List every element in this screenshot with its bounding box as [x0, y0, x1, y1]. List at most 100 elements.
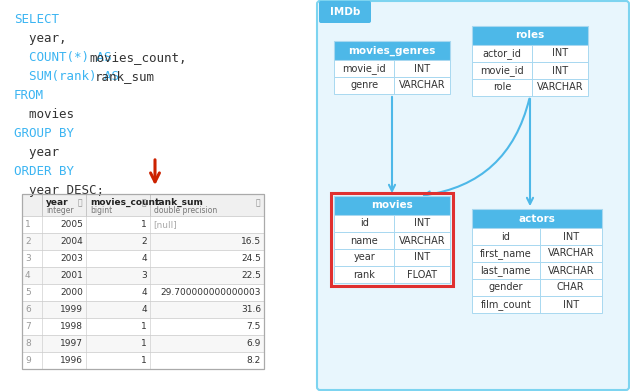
Text: movies: movies [14, 108, 74, 121]
FancyBboxPatch shape [319, 1, 371, 23]
Text: year: year [46, 198, 69, 207]
Text: film_count: film_count [480, 299, 531, 310]
Text: 7: 7 [25, 322, 31, 331]
Text: VARCHAR: VARCHAR [547, 249, 594, 258]
Text: double precision: double precision [154, 206, 217, 215]
Text: VARCHAR: VARCHAR [399, 235, 445, 246]
Bar [22, 318, 264, 335]
Bar [472, 45, 588, 62]
Bar [472, 262, 602, 279]
Bar [334, 77, 450, 94]
Text: INT: INT [414, 253, 430, 262]
Text: 1998: 1998 [60, 322, 83, 331]
Text: rank_sum: rank_sum [95, 70, 155, 83]
Text: year DESC;: year DESC; [14, 184, 104, 197]
Bar [472, 279, 602, 296]
Text: VARCHAR: VARCHAR [547, 265, 594, 276]
Text: 2003: 2003 [60, 254, 83, 263]
Text: INT: INT [563, 231, 579, 242]
Text: FLOAT: FLOAT [407, 269, 437, 280]
Text: year: year [353, 253, 375, 262]
Text: bigint: bigint [90, 206, 112, 215]
Text: 2004: 2004 [60, 237, 83, 246]
Text: INT: INT [414, 219, 430, 228]
Text: VARCHAR: VARCHAR [399, 81, 445, 90]
Text: 2005: 2005 [60, 220, 83, 229]
Bar [334, 232, 450, 249]
Text: CHAR: CHAR [557, 283, 585, 292]
Bar [334, 215, 450, 232]
Bar [472, 296, 602, 313]
Text: 2: 2 [141, 237, 147, 246]
Bar [22, 301, 264, 318]
Text: 31.6: 31.6 [241, 305, 261, 314]
Text: INT: INT [563, 300, 579, 310]
Text: 1: 1 [25, 220, 31, 229]
Text: 8: 8 [25, 339, 31, 348]
Text: 9: 9 [25, 356, 31, 365]
FancyBboxPatch shape [317, 1, 629, 390]
Text: 2001: 2001 [60, 271, 83, 280]
Text: SELECT: SELECT [14, 13, 59, 26]
Text: integer: integer [46, 206, 74, 215]
Text: COUNT(*) AS: COUNT(*) AS [14, 51, 119, 64]
Text: movies_count,: movies_count, [89, 51, 187, 64]
Text: movies_count: movies_count [90, 198, 159, 207]
Bar [334, 196, 450, 215]
Text: actor_id: actor_id [483, 48, 522, 59]
Text: role: role [493, 83, 512, 93]
Bar [22, 352, 264, 369]
Text: movie_id: movie_id [480, 65, 524, 76]
Text: 1: 1 [141, 220, 147, 229]
Bar [22, 194, 264, 216]
Text: gender: gender [488, 283, 523, 292]
Text: INT: INT [552, 48, 568, 59]
Bar [22, 284, 264, 301]
Bar [334, 266, 450, 283]
Bar [472, 26, 588, 45]
Bar [22, 250, 264, 267]
Text: rank: rank [353, 269, 375, 280]
Text: 2000: 2000 [60, 288, 83, 297]
Text: 4: 4 [141, 288, 147, 297]
Bar [334, 60, 450, 77]
Bar [472, 209, 602, 228]
Bar [22, 194, 264, 369]
Text: 6: 6 [25, 305, 31, 314]
Bar [472, 228, 602, 245]
Text: 4: 4 [25, 271, 31, 280]
Text: 3: 3 [25, 254, 31, 263]
Text: 6.9: 6.9 [246, 339, 261, 348]
Text: 🔒: 🔒 [77, 198, 82, 207]
Text: 🔒: 🔒 [141, 198, 146, 207]
Text: 1997: 1997 [60, 339, 83, 348]
Text: [null]: [null] [153, 220, 177, 229]
Text: 1: 1 [141, 339, 147, 348]
Bar [472, 79, 588, 96]
Text: year,: year, [14, 32, 67, 45]
Text: FROM: FROM [14, 89, 44, 102]
Text: VARCHAR: VARCHAR [537, 83, 583, 93]
Bar [22, 233, 264, 250]
Text: INT: INT [414, 63, 430, 74]
Bar [22, 335, 264, 352]
Bar [22, 216, 264, 233]
Text: 1: 1 [141, 356, 147, 365]
Text: last_name: last_name [481, 265, 531, 276]
Text: IMDb: IMDb [330, 7, 360, 17]
Text: 8.2: 8.2 [247, 356, 261, 365]
Text: movies: movies [371, 201, 413, 210]
Text: rank_sum: rank_sum [154, 198, 203, 207]
Text: 16.5: 16.5 [241, 237, 261, 246]
Text: roles: roles [515, 30, 544, 41]
Text: first_name: first_name [480, 248, 532, 259]
Text: movie_id: movie_id [342, 63, 386, 74]
Text: 5: 5 [25, 288, 31, 297]
Text: id: id [360, 219, 369, 228]
Text: 4: 4 [141, 254, 147, 263]
Text: actors: actors [518, 213, 556, 224]
Bar [22, 267, 264, 284]
Text: id: id [501, 231, 510, 242]
Text: 1996: 1996 [60, 356, 83, 365]
Text: INT: INT [552, 66, 568, 75]
